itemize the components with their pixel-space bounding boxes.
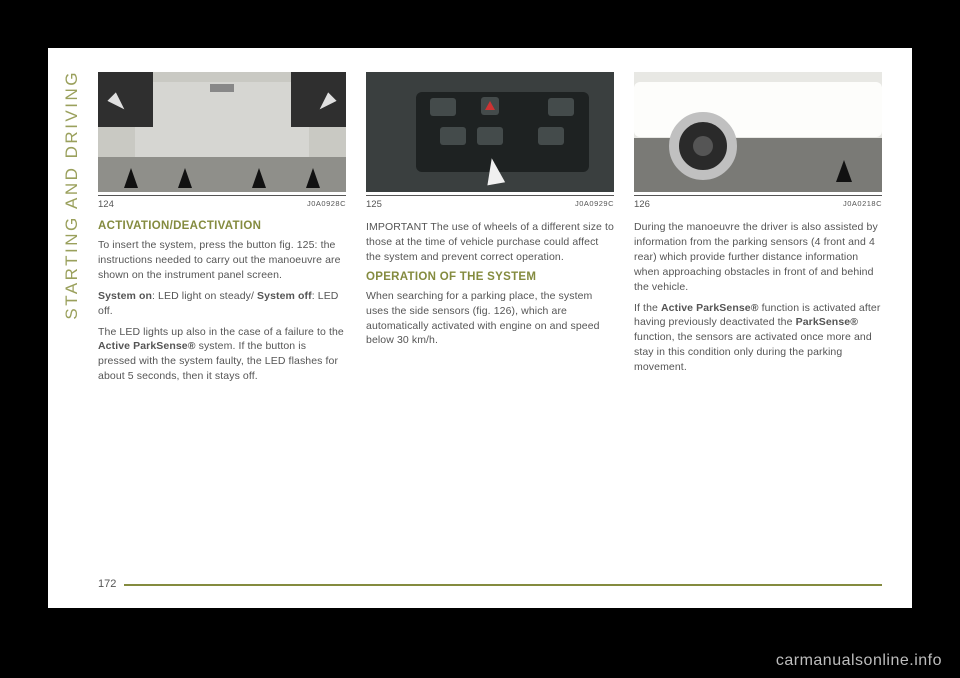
text: function, the sensors are activated once… — [634, 331, 872, 373]
figure-126 — [634, 72, 882, 192]
figure-125 — [366, 72, 614, 192]
text: The LED lights up also in the case of a … — [98, 326, 344, 338]
bold-text: System off — [257, 290, 312, 302]
manual-page: STARTING AND DRIVING 124 J0A0928C ACT — [48, 48, 912, 608]
figure-meta: 125 J0A0929C — [366, 199, 614, 210]
footer-rule — [124, 584, 882, 586]
figure-meta: 124 J0A0928C — [98, 199, 346, 210]
figure-code: J0A0929C — [575, 199, 614, 210]
column-middle: 125 J0A0929C IMPORTANT The use of wheels… — [366, 72, 614, 572]
paragraph: If the Active ParkSense® function is act… — [634, 301, 882, 376]
text: : LED light on steady/ — [152, 290, 257, 302]
watermark-text: carmanualsonline.info — [776, 652, 942, 670]
paragraph: IMPORTANT The use of wheels of a differe… — [366, 220, 614, 265]
paragraph: When searching for a parking place, the … — [366, 289, 614, 349]
figure-rule — [366, 195, 614, 196]
figure-number: 125 — [366, 199, 382, 210]
figure-number: 126 — [634, 199, 650, 210]
figure-rule — [98, 195, 346, 196]
figure-rule — [634, 195, 882, 196]
bold-text: System on — [98, 290, 152, 302]
figure-number: 124 — [98, 199, 114, 210]
paragraph: During the manoeuvre the driver is also … — [634, 220, 882, 295]
column-right: 126 J0A0218C During the manoeuvre the dr… — [634, 72, 882, 572]
content-columns: 124 J0A0928C ACTIVATION/DEACTIVATION To … — [98, 72, 882, 572]
figure-code: J0A0218C — [843, 199, 882, 210]
page-number: 172 — [98, 578, 116, 590]
figure-124 — [98, 72, 346, 192]
text: If the — [634, 302, 661, 314]
page-footer: 172 — [98, 572, 882, 590]
paragraph: System on: LED light on steady/ System o… — [98, 289, 346, 319]
bold-text: ParkSense® — [796, 316, 858, 328]
paragraph: The LED lights up also in the case of a … — [98, 325, 346, 385]
paragraph: To insert the system, press the button f… — [98, 238, 346, 283]
figure-code: J0A0928C — [307, 199, 346, 210]
figure-meta: 126 J0A0218C — [634, 199, 882, 210]
bold-text: Active ParkSense® — [661, 302, 759, 314]
heading-activation: ACTIVATION/DEACTIVATION — [98, 220, 346, 232]
column-left: 124 J0A0928C ACTIVATION/DEACTIVATION To … — [98, 72, 346, 572]
bold-text: Active ParkSense® — [98, 340, 196, 352]
heading-operation: OPERATION OF THE SYSTEM — [366, 271, 614, 283]
section-side-tab: STARTING AND DRIVING — [62, 70, 82, 320]
